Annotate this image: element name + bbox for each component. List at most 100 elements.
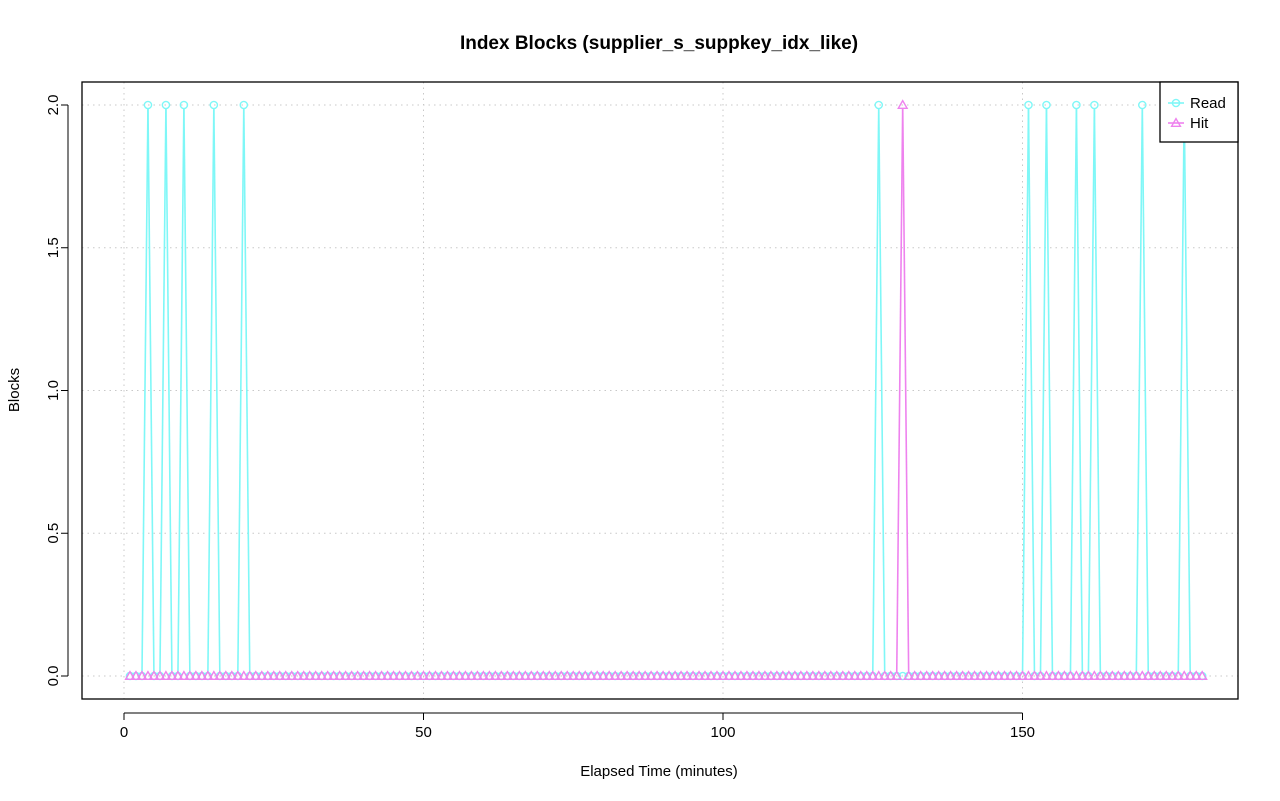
data-point (675, 670, 687, 680)
series-line-segment (1021, 108, 1030, 673)
data-point (789, 670, 801, 680)
data-point (711, 670, 723, 680)
y-tick-label: 1.0 (45, 380, 62, 401)
data-point (974, 670, 987, 680)
data-point (1136, 670, 1148, 680)
data-point (429, 670, 442, 680)
data-point (1090, 100, 1099, 110)
y-tick-label: 2.0 (45, 95, 62, 116)
data-point (831, 670, 843, 680)
series-line-segment (877, 108, 886, 673)
data-point (645, 670, 657, 680)
x-axis-label: Elapsed Time (minutes) (580, 763, 738, 780)
data-point (1058, 670, 1071, 680)
data-point (998, 670, 1011, 680)
data-point (1148, 670, 1160, 680)
data-point (316, 670, 328, 680)
series-line-segment (1093, 108, 1102, 673)
data-point (298, 670, 310, 680)
series-line-segment (243, 108, 251, 673)
data-point (771, 670, 783, 680)
data-point (322, 670, 334, 680)
data-point (471, 670, 484, 680)
data-point (178, 670, 190, 680)
data-point (154, 670, 166, 680)
plot-frame (81, 81, 1239, 700)
data-point (357, 670, 370, 680)
data-point (202, 670, 214, 680)
data-point (1022, 670, 1035, 680)
data-point (915, 670, 927, 680)
data-point (945, 670, 957, 680)
series-line-segment (901, 108, 910, 673)
data-point (765, 670, 777, 680)
data-point (501, 670, 513, 680)
chart-title: Index Blocks (supplier_s_suppkey_idx_lik… (460, 33, 858, 54)
data-point (705, 670, 717, 680)
data-point (507, 670, 519, 680)
data-point (879, 670, 891, 680)
data-point (1010, 670, 1023, 680)
series-line-segment (1045, 108, 1054, 673)
x-tick-label: 0 (120, 724, 128, 741)
data-point (1016, 670, 1029, 680)
data-point (280, 670, 292, 680)
data-point (874, 100, 884, 110)
data-point (184, 670, 196, 680)
data-point (1184, 670, 1196, 680)
data-point (1042, 100, 1051, 110)
data-point (328, 670, 340, 680)
data-point (238, 670, 250, 680)
data-point (1160, 670, 1172, 680)
legend-item-read: Read (1168, 95, 1226, 112)
data-point (495, 670, 507, 680)
data-point (262, 670, 274, 680)
series-line-segment (165, 108, 173, 673)
data-point (148, 670, 160, 680)
data-point (256, 670, 268, 680)
series-line-segment (213, 108, 221, 673)
data-point (1178, 670, 1190, 680)
data-point (1100, 670, 1112, 680)
data-point (753, 670, 765, 680)
data-point (741, 670, 753, 680)
data-point (166, 670, 178, 680)
series-line-segment (177, 108, 185, 673)
data-point (179, 100, 189, 110)
data-point (1094, 670, 1106, 680)
data-point (849, 670, 861, 680)
data-point (519, 670, 531, 680)
data-point (651, 670, 663, 680)
data-point (130, 670, 142, 680)
data-point (933, 670, 945, 680)
data-point (986, 670, 999, 680)
data-point (903, 670, 915, 680)
data-point (363, 670, 376, 680)
data-point (220, 670, 232, 680)
data-point (1196, 670, 1208, 680)
series-line-segment (1069, 108, 1078, 673)
data-point (837, 670, 849, 680)
data-point (621, 670, 633, 680)
series-line-segment (1039, 108, 1048, 673)
data-point (232, 670, 244, 680)
data-point (1004, 670, 1017, 680)
data-point (483, 670, 495, 680)
data-point (585, 670, 597, 680)
data-point (1076, 670, 1089, 680)
data-point (441, 670, 454, 680)
data-point (1072, 100, 1081, 110)
data-point (573, 670, 585, 680)
data-point (1082, 670, 1094, 680)
data-point (292, 670, 304, 680)
data-point (609, 670, 621, 680)
data-point (867, 670, 879, 680)
data-point (663, 670, 675, 680)
series-line-segment (147, 108, 155, 673)
data-point (968, 670, 981, 680)
data-point (208, 670, 220, 680)
data-point (1124, 670, 1136, 680)
data-point (735, 670, 747, 680)
data-point (980, 670, 993, 680)
